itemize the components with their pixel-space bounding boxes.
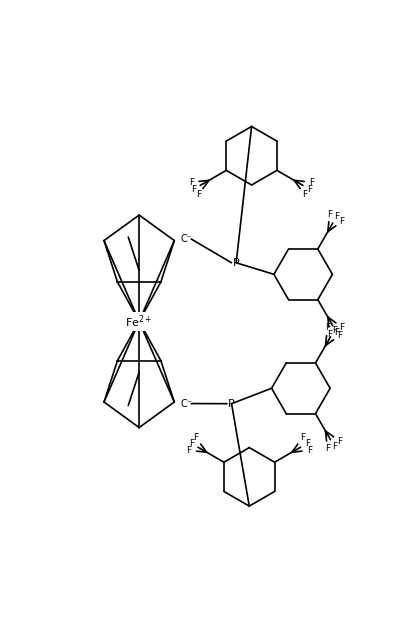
Text: F: F (337, 437, 342, 446)
Text: C⁻: C⁻ (181, 234, 192, 244)
Text: F: F (334, 328, 339, 337)
Text: F: F (327, 210, 332, 218)
Text: P: P (228, 399, 235, 409)
Text: F: F (302, 190, 307, 199)
Text: F: F (339, 217, 345, 225)
Text: C⁻: C⁻ (181, 399, 192, 408)
Text: F: F (189, 439, 194, 448)
Text: F: F (334, 212, 339, 221)
Text: P: P (233, 258, 239, 268)
Text: F: F (194, 433, 199, 442)
Text: F: F (305, 439, 310, 448)
Text: F: F (325, 324, 330, 333)
Text: F: F (325, 444, 330, 453)
Text: Fe$^{2+}$: Fe$^{2+}$ (125, 313, 153, 329)
Text: F: F (189, 178, 194, 187)
Text: F: F (332, 326, 337, 335)
Text: F: F (337, 331, 342, 340)
Text: F: F (339, 323, 345, 332)
Text: F: F (186, 446, 192, 455)
Text: F: F (300, 433, 305, 442)
Text: F: F (191, 185, 196, 194)
Text: F: F (307, 446, 312, 455)
Text: F: F (307, 185, 312, 194)
Text: F: F (332, 442, 337, 451)
Text: F: F (309, 178, 315, 187)
Text: F: F (327, 330, 332, 339)
Text: F: F (196, 190, 201, 199)
